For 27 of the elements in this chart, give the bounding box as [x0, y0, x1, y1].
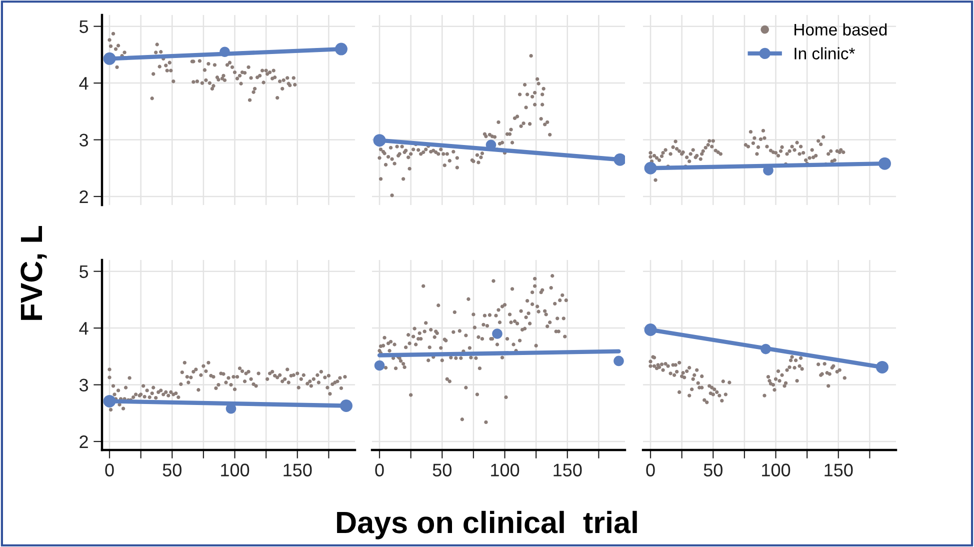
legend-label: In clinic*	[794, 47, 855, 60]
y-tick-label: 4	[79, 77, 88, 90]
x-tick-label: 50	[162, 464, 182, 476]
y-tick-label: 2	[80, 435, 88, 448]
x-axis-title: Days on clinical trial	[337, 510, 637, 540]
x-tick-label: 50	[704, 464, 722, 476]
x-tick-label: 100	[491, 464, 520, 476]
y-axis-title: FVC, L	[20, 226, 47, 320]
legend-label: Home based	[794, 23, 887, 36]
point	[334, 42, 348, 56]
x-tick-label: 100	[221, 464, 250, 476]
y-tick-label: 4	[79, 322, 88, 335]
x-tick-label: 150	[824, 464, 853, 476]
point	[103, 52, 116, 65]
x-tick-label: 0	[646, 464, 655, 476]
x-tick-label: 150	[554, 464, 582, 476]
point	[220, 46, 230, 58]
x-tick-label: 0	[105, 464, 114, 476]
x-tick-label: 100	[762, 464, 790, 476]
x-tick-label: 50	[432, 464, 452, 476]
y-tick-label: 3	[79, 134, 88, 146]
y-tick-label: 2	[80, 190, 88, 204]
y-tick-label: 3	[79, 378, 88, 392]
x-tick-label: 0	[375, 464, 384, 476]
x-tick-label: 150	[284, 464, 312, 476]
y-tick-label: 5	[79, 265, 88, 278]
y-tick-label: 5	[79, 20, 88, 34]
